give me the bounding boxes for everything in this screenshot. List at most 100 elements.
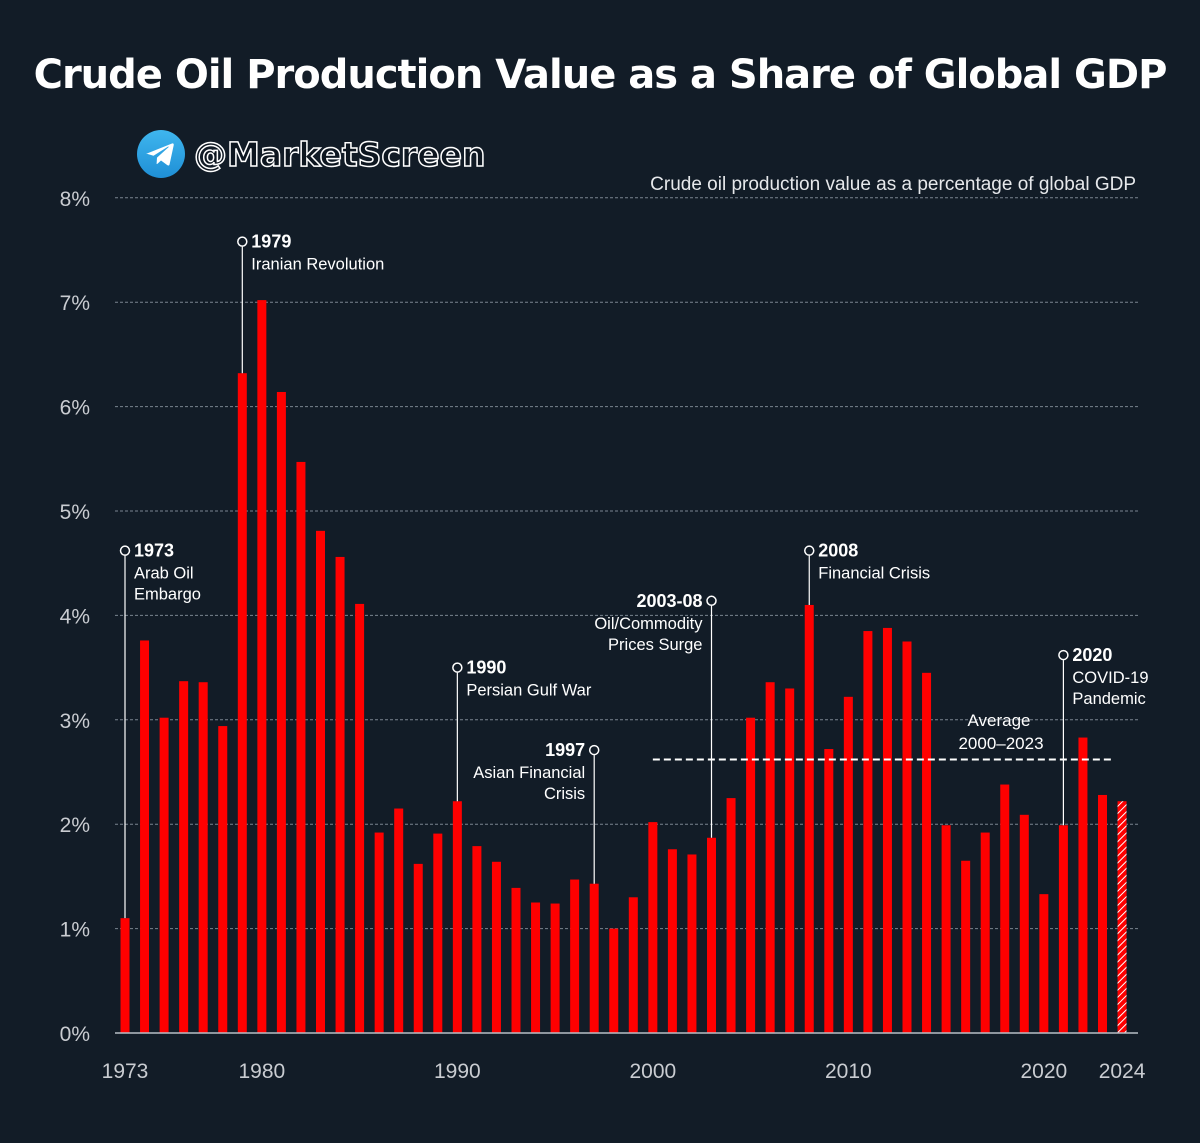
annotation-marker	[1058, 649, 1069, 661]
annotation-text: Prices Surge	[608, 636, 702, 654]
y-tick-label: 7%	[60, 292, 90, 315]
bar-1990	[452, 801, 462, 1033]
annotation-marker	[119, 545, 131, 556]
bar-latest-2024	[1117, 801, 1127, 1033]
annotation-year: 1990	[466, 658, 506, 678]
bar-1991	[472, 846, 482, 1033]
bar-1993	[511, 887, 521, 1033]
bar-1980	[257, 300, 267, 1033]
x-tick-label: 1980	[238, 1060, 285, 1083]
x-tick-label: 2000	[629, 1060, 676, 1083]
telegram-icon	[137, 130, 185, 178]
bar-1977	[198, 682, 208, 1033]
bar-1976	[179, 681, 189, 1033]
annotation-text: Arab Oil	[134, 565, 194, 583]
annotation-1979: 1979 Iranian Revolution	[237, 232, 384, 374]
bar-2020	[1039, 894, 1049, 1033]
annotation-2020: 2020 COVID-19 Pandemic	[1058, 645, 1149, 826]
annotation-year: 1973	[134, 541, 174, 561]
bar-1996	[570, 879, 580, 1033]
y-tick-label: 5%	[60, 501, 90, 524]
x-tick-label: 2020	[1020, 1060, 1067, 1083]
annotation-text: Financial Crisis	[818, 565, 930, 583]
chart-subtitle: Crude oil production value as a percenta…	[650, 174, 1136, 195]
bar-2003	[707, 837, 716, 1033]
handle-text: @MarketScreen	[193, 134, 486, 175]
annotation-marker	[804, 545, 815, 556]
chart-title: Crude Oil Production Value as a Share of…	[33, 52, 1168, 98]
annotation-1990: 1990 Persian Gulf War	[452, 658, 592, 802]
y-tick-label: 1%	[60, 919, 90, 942]
bar-1989	[433, 833, 443, 1033]
y-tick-label: 8%	[60, 188, 90, 211]
bar-2010	[843, 696, 853, 1033]
annotation-marker	[706, 595, 717, 607]
bar-2012	[882, 627, 892, 1033]
annotation-year: 2008	[818, 541, 858, 561]
x-tick-label: 2024	[1099, 1060, 1146, 1083]
bar-2016	[961, 860, 971, 1033]
annotation-2003-08: 2003-08 Oil/Commodity Prices Surge	[594, 591, 717, 838]
annotation-year: 1997	[545, 740, 585, 760]
bar-2001	[667, 849, 677, 1033]
annotation-2008: 2008 Financial Crisis	[804, 541, 930, 605]
average-label-line1: Average	[967, 711, 1030, 730]
bar-1975	[159, 717, 169, 1033]
y-tick-label: 4%	[60, 605, 90, 628]
annotation-text: Iranian Revolution	[251, 256, 384, 274]
bar-2009	[824, 749, 834, 1033]
watermark-handle: @MarketScreen	[136, 128, 486, 180]
bar-2022	[1078, 737, 1088, 1033]
annotation-marker	[588, 744, 600, 756]
x-tick-label: 1973	[102, 1060, 149, 1083]
bar-2000	[648, 822, 658, 1033]
bar-2002	[687, 854, 697, 1033]
x-tick-label: 1990	[434, 1060, 481, 1083]
annotation-text: Asian Financial	[473, 764, 585, 782]
bar-2011	[863, 631, 873, 1033]
y-tick-label: 3%	[60, 710, 90, 733]
x-tick-label: 2010	[825, 1060, 872, 1083]
bar-1998	[609, 928, 619, 1033]
bar-2005	[746, 717, 756, 1033]
bar-1982	[296, 461, 306, 1033]
bar-2023	[1098, 794, 1107, 1033]
bar-2017	[980, 832, 990, 1033]
y-tick-label: 6%	[60, 397, 90, 420]
average-label-line2: 2000–2023	[958, 734, 1043, 753]
bar-1987	[394, 808, 404, 1033]
bar-2006	[765, 682, 775, 1033]
bar-1988	[413, 863, 423, 1033]
annotation-1973: 1973 Arab Oil Embargo	[119, 541, 201, 919]
bar-1985	[355, 603, 365, 1033]
bar-2008	[804, 604, 814, 1033]
bar-1979	[237, 373, 247, 1033]
bar-2013	[902, 641, 912, 1033]
bar-2007	[785, 688, 795, 1033]
bar-1981	[276, 391, 286, 1033]
bar-2018	[1000, 784, 1010, 1033]
annotation-year: 2020	[1072, 645, 1112, 665]
bar-1986	[374, 832, 384, 1033]
annotation-text: COVID-19	[1072, 669, 1148, 687]
bar-2004	[726, 798, 736, 1033]
annotation-year: 2003-08	[636, 591, 702, 611]
bar-2014	[922, 672, 932, 1033]
bar-2019	[1019, 814, 1029, 1033]
bar-1983	[316, 530, 325, 1033]
bar-1997	[589, 883, 599, 1033]
y-tick-label: 2%	[60, 814, 90, 837]
annotation-marker	[452, 662, 463, 673]
bar-1984	[335, 556, 345, 1033]
annotation-1997: 1997 Asian Financial Crisis	[473, 740, 600, 884]
bar-1973	[120, 918, 130, 1033]
bar-1992	[491, 861, 501, 1033]
y-tick-label: 0%	[60, 1023, 90, 1046]
annotation-text: Pandemic	[1072, 690, 1145, 708]
annotation-marker	[237, 236, 248, 247]
bar-1994	[531, 902, 541, 1033]
bar-1974	[140, 640, 150, 1033]
bar-2021	[1058, 825, 1068, 1033]
annotation-text: Oil/Commodity	[594, 615, 703, 633]
